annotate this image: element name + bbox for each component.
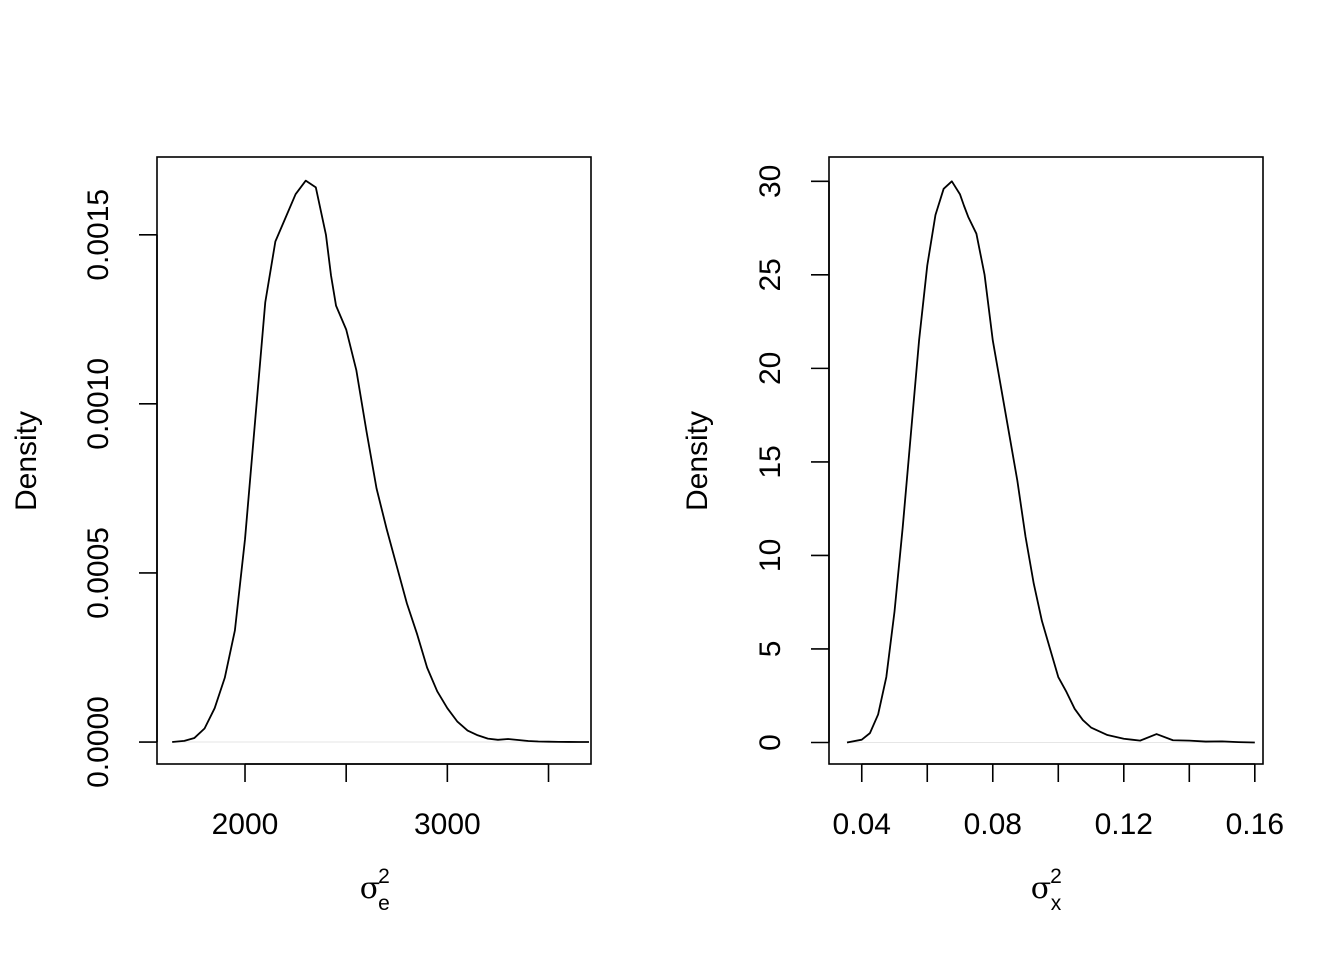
x-tick-label: 0.04: [833, 808, 891, 841]
density-curve: [172, 179, 589, 743]
y-tick-label: 20: [754, 352, 787, 385]
x-tick-label: 0.16: [1226, 808, 1284, 841]
x-axis-title-subscript: e: [378, 892, 390, 915]
y-tick-label: 15: [754, 445, 787, 478]
density-plot-sigma-e: 2000 3000 0.0000 0.0005 0.0010 0.0015 Densit…: [10, 156, 592, 915]
density-plot-sigma-x: 0.04 0.08 0.12 0.16 0 5 10 15 20 25 30 Density σ …: [681, 156, 1284, 915]
y-tick-label: 0.0010: [82, 358, 115, 450]
density-curve: [846, 180, 1255, 744]
x-axis-title-symbol: σ: [1031, 871, 1051, 906]
y-tick-label: 30: [754, 165, 787, 198]
x-tick-label: 0.08: [964, 808, 1022, 841]
x-axis-title-subscript: x: [1051, 892, 1062, 915]
x-axis-title: σ 2 e: [360, 865, 390, 915]
y-axis-title: Density: [681, 411, 714, 511]
y-tick-label: 0: [754, 734, 787, 751]
x-tick-label: 2000: [212, 808, 279, 841]
x-axis-title: σ 2 x: [1031, 865, 1062, 915]
y-tick-label: 0.0000: [82, 696, 115, 788]
y-axis-title: Density: [10, 411, 43, 511]
plot-frame: [828, 156, 1264, 765]
plot-frame: [156, 156, 592, 765]
x-axis-title-superscript: 2: [1050, 865, 1062, 888]
x-axis: 2000 3000: [212, 763, 550, 841]
y-axis: 0 5 10 15 20 25 30: [754, 165, 830, 751]
x-axis: 0.04 0.08 0.12 0.16: [833, 763, 1284, 841]
x-axis-title-superscript: 2: [378, 865, 390, 888]
y-tick-label: 5: [754, 641, 787, 658]
y-axis: 0.0000 0.0005 0.0010 0.0015: [82, 189, 158, 788]
x-tick-label: 3000: [414, 808, 481, 841]
y-tick-label: 0.0005: [82, 527, 115, 619]
y-tick-label: 10: [754, 539, 787, 572]
y-tick-label: 0.0015: [82, 189, 115, 281]
y-tick-label: 25: [754, 258, 787, 291]
x-axis-title-symbol: σ: [360, 871, 380, 906]
x-tick-label: 0.12: [1095, 808, 1153, 841]
